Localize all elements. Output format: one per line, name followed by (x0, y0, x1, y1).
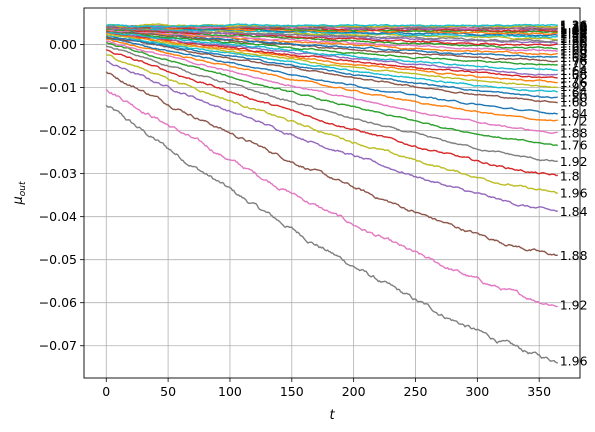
series-end-label: 1.72 (560, 58, 588, 73)
series-end-label: 1.52 (560, 26, 588, 41)
x-tick-label: 0 (102, 384, 110, 399)
series-line (106, 60, 558, 212)
y-tick-label: −0.04 (39, 209, 77, 224)
x-tick-label: 150 (280, 384, 304, 399)
series-end-label: 1.64 (560, 50, 588, 65)
x-tick-label: 100 (218, 384, 242, 399)
series-end-label: 1.76 (560, 53, 588, 68)
series-line (106, 31, 558, 76)
series-end-label: 1.84 (560, 106, 588, 121)
series-line (105, 88, 558, 308)
series-end-label: 1.88 (560, 125, 588, 140)
series-end-label: 1.92 (560, 79, 588, 94)
series-end-label: 1.32 (560, 19, 588, 34)
series-line (106, 42, 559, 147)
series-end-label: 1.92 (560, 154, 588, 169)
x-tick-label: 50 (160, 384, 176, 399)
y-tick-label: −0.01 (39, 80, 77, 95)
series-end-label: 1.60 (560, 44, 588, 59)
series-end-label: 1.64 (560, 63, 588, 78)
x-tick-label: 250 (404, 384, 428, 399)
series-end-label: 1.36 (560, 18, 588, 33)
series-end-label: 1.76 (560, 138, 588, 153)
series-end-label: 1.96 (560, 353, 588, 368)
series-end-label: 1.84 (560, 204, 588, 219)
y-tick-label: −0.02 (39, 123, 77, 138)
series-end-label: 1.60 (560, 33, 588, 48)
y-tick-label: −0.03 (39, 166, 77, 181)
series-end-label: 1.80 (560, 90, 588, 105)
series-line (106, 40, 558, 135)
series-line (106, 54, 558, 194)
series-end-label: 1.68 (560, 67, 588, 82)
y-tick-label: −0.05 (39, 252, 77, 267)
series-end-label: 1.76 (560, 75, 588, 90)
x-tick-label: 200 (342, 384, 366, 399)
series-end-label: 1.60 (560, 38, 588, 53)
series-line (106, 27, 558, 47)
series-end-label: 1.8 (560, 168, 580, 183)
plot-frame (83, 7, 581, 379)
series-end-label: 1.56 (560, 29, 588, 44)
series-line (106, 28, 558, 52)
series-end-label: 1.44 (560, 25, 588, 40)
series-line (106, 34, 558, 93)
series-end-label: 1.40 (560, 19, 588, 34)
series-line (106, 38, 558, 122)
series-end-label: 1.44 (560, 21, 588, 36)
series-end-label: 1.40 (560, 22, 588, 37)
ticks: 0 50 100 150 200 250 300 350 0.00 −0.01 −0.02 −0.03… (39, 37, 551, 399)
x-tick-label: 300 (465, 384, 489, 399)
series-line (105, 45, 558, 163)
series-end-label: 1.48 (560, 23, 588, 38)
series-end-label: 1.72 (560, 114, 588, 129)
series-line (106, 34, 558, 99)
series-line (106, 31, 558, 72)
series-lines (105, 23, 559, 364)
series-line (106, 30, 558, 66)
series-end-label: 1.64 (560, 84, 588, 99)
y-axis-label-sub: out (18, 181, 28, 196)
series-end-label: 1.96 (560, 186, 588, 201)
series-end-label: 1.56 (560, 35, 588, 50)
series-end-label: 1.72 (560, 71, 588, 86)
y-tick-label: 0.00 (49, 37, 77, 52)
y-axis-label-base: μ (11, 196, 26, 205)
series-end-label: 1.92 (560, 297, 588, 312)
series-line (106, 24, 558, 29)
series-end-label: 1.68 (560, 47, 588, 62)
y-tick-label: −0.06 (39, 295, 77, 310)
y-axis-label: μout (11, 181, 28, 205)
y-tick-label: −0.07 (39, 338, 77, 353)
series-line (105, 37, 558, 115)
series-line (106, 23, 558, 28)
series-end-label: 1.52 (560, 31, 588, 46)
series-line (105, 36, 558, 104)
series-line (105, 30, 558, 63)
series-line (106, 29, 558, 58)
series-end-label: 1.48 (560, 28, 588, 43)
x-tick-label: 350 (527, 384, 551, 399)
series-end-label: 1.68 (560, 94, 588, 109)
series-line (106, 49, 558, 177)
series-line (105, 104, 559, 364)
series-line (106, 33, 558, 89)
series-end-label: 1.64 (560, 41, 588, 56)
end-labels: 1.961.921.881.841.961.81.921.761.881.721… (560, 18, 588, 369)
series-end-label: 1.36 (560, 20, 588, 35)
x-axis-label: t (329, 408, 335, 423)
series-line (105, 71, 558, 257)
series-end-label: 1.88 (560, 248, 588, 263)
